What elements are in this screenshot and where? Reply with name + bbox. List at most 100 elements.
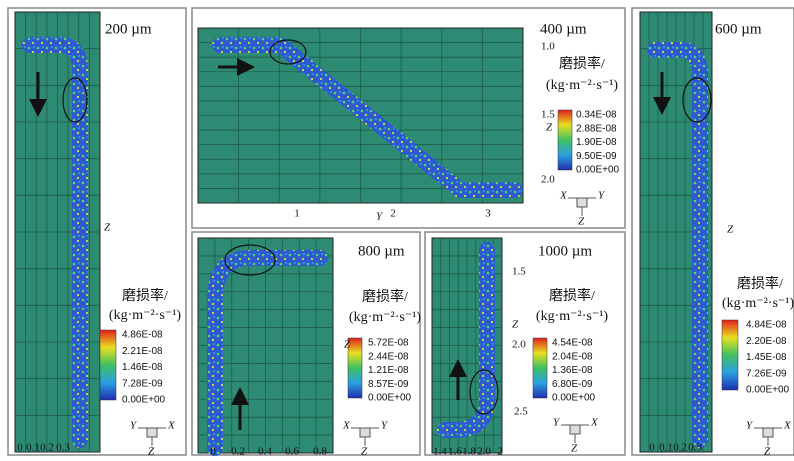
colorbar-unit: (kg·m⁻²·s⁻¹) [546, 78, 618, 93]
colorbar [347, 337, 363, 399]
x-tick: 1.4 [433, 446, 447, 458]
triad-label: Z [578, 216, 585, 228]
triad [569, 424, 581, 435]
axis-label: Z [727, 224, 734, 236]
triad [146, 427, 158, 438]
colorbar [99, 329, 117, 401]
triad-label: X [783, 420, 792, 432]
y-tick: 2.0 [541, 174, 555, 186]
x-tick: 2 [390, 208, 396, 220]
colorbar-tick: 2.04E-08 [552, 351, 593, 362]
wear-zone [224, 244, 276, 276]
x-tick: 0.6 [285, 446, 299, 458]
y-tick: 1.5 [512, 266, 526, 278]
x-tick: 0.1 [26, 442, 40, 454]
colorbar-tick: 1.36E-08 [552, 365, 593, 376]
colorbar-tick: 5.72E-08 [368, 338, 409, 349]
colorbar-tick: 9.50E-09 [576, 151, 617, 162]
axis-label: Z [512, 319, 519, 331]
colorbar-tick: 1.46E-08 [122, 362, 163, 373]
axis-label: Z [104, 222, 111, 234]
colorbar-title: 磨损率/ [559, 55, 605, 72]
x-tick: 1.6 [448, 446, 462, 458]
triad-label: Y [381, 420, 389, 432]
colorbar-tick: 7.26E-09 [746, 368, 787, 379]
triad-label: Y [598, 190, 606, 202]
colorbar-tick: 0.34E-08 [576, 110, 617, 121]
colorbar-tick: 2.88E-08 [576, 123, 617, 134]
wear-zone [62, 77, 88, 123]
triad [359, 427, 371, 438]
pipe [212, 37, 523, 198]
colorbar-unit: (kg·m⁻²·s⁻¹) [349, 310, 421, 325]
pipe [647, 42, 708, 448]
axis-label: Z [344, 339, 351, 351]
colorbar-tick: 6.80E-09 [552, 379, 593, 390]
colorbar [532, 337, 548, 399]
x-tick: 0.3 [688, 442, 702, 454]
x-tick: 0.3 [56, 442, 70, 454]
axis-label: Y [376, 211, 384, 223]
x-tick: 3 [485, 208, 491, 220]
triad-label: Z [571, 443, 578, 455]
colorbar-tick: 1.21E-08 [368, 365, 409, 376]
x-tick: 1.8 [462, 446, 476, 458]
colorbar [721, 319, 739, 391]
colorbar-tick: 0.00E+00 [552, 393, 596, 404]
pipe [22, 37, 88, 448]
triad-label: Y [746, 420, 754, 432]
x-tick: 1 [294, 208, 300, 220]
triad-label: X [167, 420, 176, 432]
colorbar-title: 磨损率/ [362, 288, 408, 305]
triad-label: Z [764, 446, 771, 458]
colorbar-tick: 0.00E+00 [746, 385, 790, 396]
triad [576, 197, 588, 208]
panel-label: 400 µm [540, 21, 587, 37]
triad-label: Y [130, 420, 138, 432]
colorbar-unit: (kg·m⁻²·s⁻¹) [722, 296, 794, 311]
colorbar [557, 109, 573, 171]
panel-label: 200 µm [105, 21, 152, 37]
colorbar-tick: 2.44E-08 [368, 351, 409, 362]
x-tick: 0.2 [40, 442, 54, 454]
colorbar-tick: 2.21E-08 [122, 346, 163, 357]
triad [762, 427, 774, 438]
y-tick: 1.5 [541, 109, 555, 121]
colorbar-tick: 2.20E-08 [746, 336, 787, 347]
colorbar-title: 磨损率/ [549, 287, 595, 304]
panel-label: 800 µm [358, 243, 405, 259]
colorbar-tick: 0.00E+00 [576, 165, 620, 176]
pipe [437, 242, 495, 438]
triad-label: X [590, 417, 599, 429]
y-tick: 1.0 [541, 41, 555, 53]
x-tick: 2 [497, 446, 503, 458]
y-tick: 2.0 [512, 339, 526, 351]
triad-label: Z [148, 446, 155, 458]
triad-label: X [342, 420, 351, 432]
colorbar-tick: 0.00E+00 [368, 393, 412, 404]
colorbar-tick: 1.45E-08 [746, 352, 787, 363]
y-tick: 2.5 [514, 406, 528, 418]
x-tick: 0 [210, 446, 216, 458]
triad-label: Z [361, 446, 368, 458]
panel-label: 1000 µm [538, 243, 592, 259]
colorbar-unit: (kg·m⁻²·s⁻¹) [536, 309, 608, 324]
wear-zone [682, 77, 712, 123]
x-tick: 0 [649, 442, 655, 454]
x-tick: 0 [17, 442, 23, 454]
colorbar-tick: 0.00E+00 [122, 395, 166, 406]
colorbar-unit: (kg·m⁻²·s⁻¹) [109, 308, 181, 323]
pipe [207, 250, 328, 456]
x-tick: 2.0 [477, 446, 491, 458]
triad-label: X [559, 190, 568, 202]
axis-label: Z [546, 122, 553, 134]
x-tick: 0.2 [673, 442, 687, 454]
colorbar-tick: 8.57E-09 [368, 379, 409, 390]
wear-zone [469, 369, 499, 415]
wear-zone [269, 39, 307, 65]
colorbar-tick: 4.54E-08 [552, 338, 593, 349]
panel-label: 600 µm [715, 21, 762, 37]
x-tick: 0.4 [258, 446, 272, 458]
colorbar-title: 磨损率/ [122, 287, 168, 304]
